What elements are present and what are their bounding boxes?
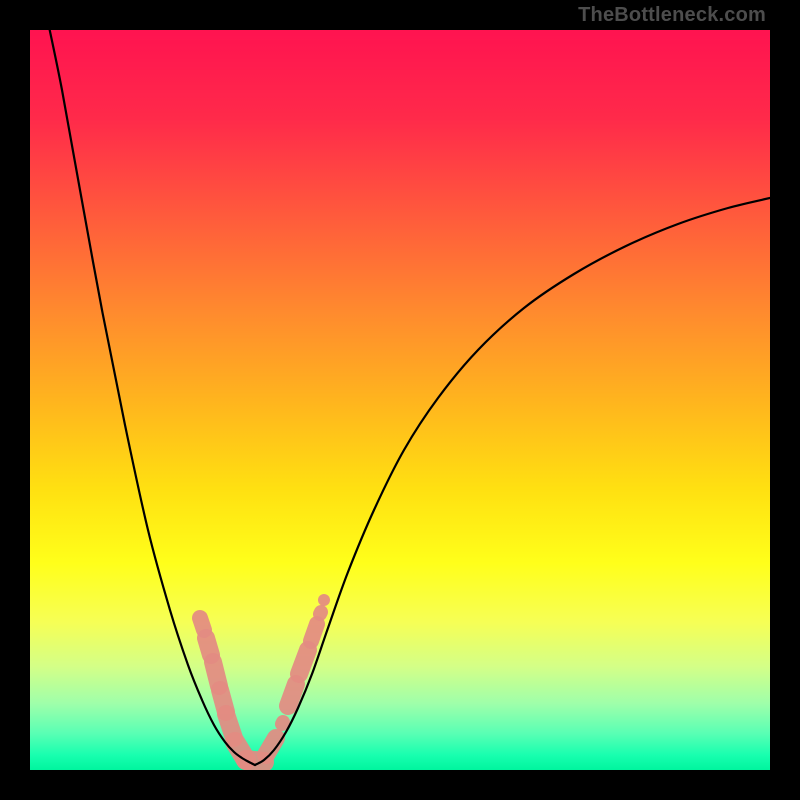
plot-area [30,30,770,770]
curve-right-branch [255,198,770,765]
curve-left-branch [48,30,255,765]
bottleneck-curve [30,30,770,770]
watermark-text: TheBottleneck.com [578,4,766,27]
data-dots [200,600,324,762]
chart-frame: TheBottleneck.com [0,0,800,800]
